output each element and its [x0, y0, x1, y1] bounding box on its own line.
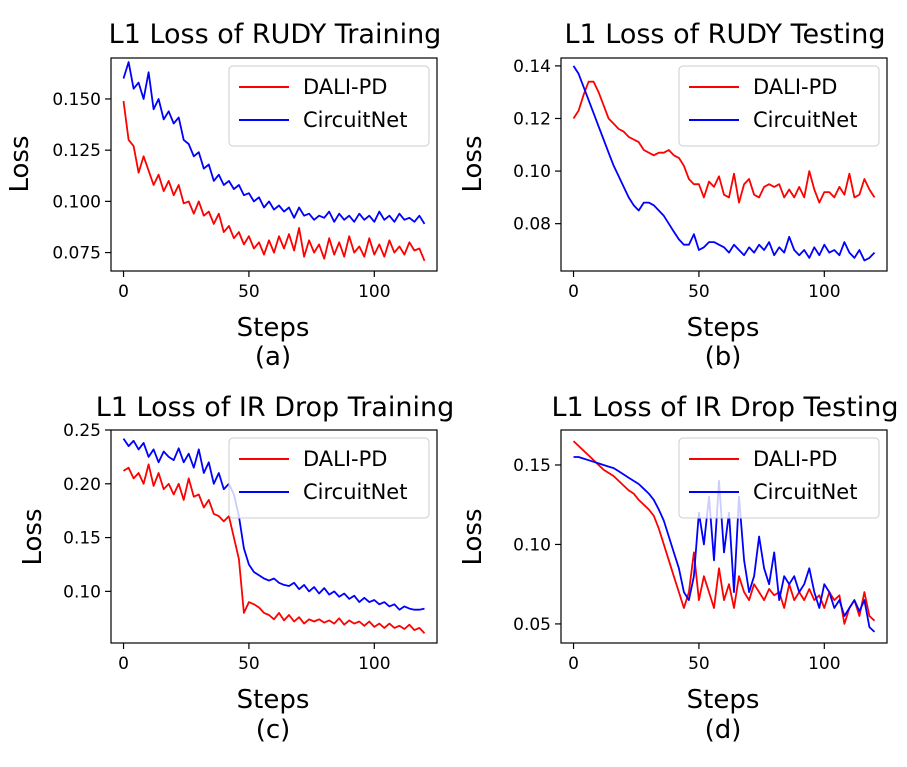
x-tick-label: 0 — [118, 282, 129, 302]
y-axis-label: Loss — [458, 135, 488, 192]
y-axis-label: Loss — [5, 135, 35, 192]
y-axis-label: Loss — [458, 508, 488, 565]
panel-label: (c) — [256, 715, 291, 745]
axis-ticks: 0 50 100 0.08 0.10 0.12 0.14 — [513, 57, 840, 302]
series-lines — [572, 65, 876, 262]
plot-title: L1 Loss of RUDY Testing — [564, 19, 885, 50]
legend-label-series2: CircuitNet — [753, 108, 857, 132]
x-tick-label: 100 — [358, 654, 390, 674]
series-line-dali-pd — [122, 100, 426, 262]
x-tick-label: 0 — [568, 654, 579, 674]
series-line-circuitnet — [572, 65, 876, 262]
y-tick-label: 0.10 — [513, 162, 551, 182]
series-line-dali-pd — [572, 80, 876, 204]
legend: DALI-PD CircuitNet — [228, 65, 430, 147]
series-lines — [122, 61, 426, 262]
panel-b: L1 Loss of RUDY Testing 0 50 100 0.08 0.10 0.… — [458, 19, 888, 372]
x-tick-label: 100 — [808, 282, 840, 302]
panel-label: (b) — [705, 342, 742, 372]
panel-d: L1 Loss of IR Drop Testing 0 50 100 0.05 0.1… — [458, 392, 898, 745]
x-tick-label: 0 — [118, 654, 129, 674]
series-line-dali-pd — [572, 440, 876, 625]
y-tick-label: 0.08 — [513, 215, 551, 235]
x-tick-label: 50 — [688, 282, 710, 302]
y-tick-label: 0.10 — [63, 582, 101, 602]
axis-ticks: 0 50 100 0.05 0.10 0.15 — [513, 456, 840, 674]
axis-ticks: 0 50 100 0.10 0.15 0.20 0.25 — [63, 421, 390, 674]
panel-label: (a) — [255, 342, 291, 372]
plot-frame — [560, 429, 888, 644]
y-axis-label: Loss — [18, 508, 48, 565]
x-tick-label: 100 — [808, 654, 840, 674]
y-tick-label: 0.25 — [63, 421, 101, 441]
series-line-circuitnet — [122, 438, 425, 611]
x-axis-label: Steps — [687, 685, 760, 715]
legend: DALI-PD CircuitNet — [228, 437, 430, 519]
y-tick-label: 0.150 — [52, 90, 101, 110]
series-line-dali-pd — [123, 463, 426, 634]
legend-label-series2: CircuitNet — [303, 108, 407, 132]
x-axis-label: Steps — [687, 313, 760, 343]
legend-label-series1: DALI-PD — [753, 447, 837, 471]
legend-label-series1: DALI-PD — [753, 75, 837, 99]
axis-ticks: 0 50 100 0.075 0.100 0.125 0.150 — [52, 90, 390, 302]
x-tick-label: 0 — [568, 282, 579, 302]
series-lines — [572, 440, 876, 633]
panel-c: L1 Loss of IR Drop Training 0 50 100 0.10 0.… — [18, 392, 454, 745]
y-tick-label: 0.20 — [63, 475, 101, 495]
y-tick-label: 0.15 — [513, 456, 551, 476]
legend-label-series2: CircuitNet — [303, 480, 407, 504]
x-tick-label: 100 — [358, 282, 390, 302]
plot-title: L1 Loss of IR Drop Testing — [552, 392, 899, 423]
plot-frame — [560, 57, 888, 272]
series-line-circuitnet — [122, 61, 426, 225]
plot-frame — [110, 57, 438, 272]
panel-a: L1 Loss of RUDY Training 0 50 100 0.075 0.10… — [5, 19, 441, 372]
legend: DALI-PD CircuitNet — [678, 437, 880, 519]
x-tick-label: 50 — [688, 654, 710, 674]
y-tick-label: 0.10 — [513, 535, 551, 555]
legend-label-series1: DALI-PD — [303, 75, 387, 99]
plot-frame — [110, 429, 438, 644]
x-axis-label: Steps — [237, 685, 310, 715]
x-tick-label: 50 — [238, 654, 260, 674]
panel-label: (d) — [705, 715, 742, 745]
plot-title: L1 Loss of RUDY Training — [109, 19, 442, 50]
legend-label-series1: DALI-PD — [303, 447, 387, 471]
y-tick-label: 0.12 — [513, 109, 551, 129]
y-tick-label: 0.075 — [52, 244, 101, 264]
y-tick-label: 0.14 — [513, 57, 551, 77]
y-tick-label: 0.100 — [52, 192, 101, 212]
y-tick-label: 0.05 — [513, 615, 551, 635]
plot-title: L1 Loss of IR Drop Training — [96, 392, 455, 423]
series-line-circuitnet — [573, 456, 876, 633]
legend-label-series2: CircuitNet — [753, 480, 857, 504]
y-tick-label: 0.125 — [52, 141, 101, 161]
x-tick-label: 50 — [238, 282, 260, 302]
x-axis-label: Steps — [237, 313, 310, 343]
y-tick-label: 0.15 — [63, 529, 101, 549]
series-lines — [122, 438, 426, 634]
legend: DALI-PD CircuitNet — [678, 65, 880, 147]
